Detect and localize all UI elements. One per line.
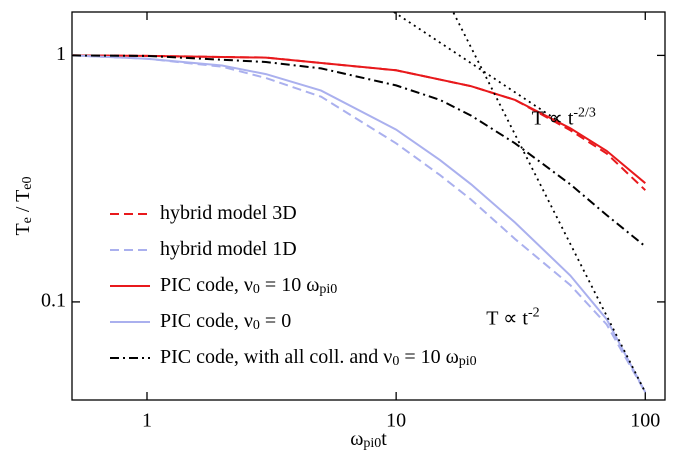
text-part: / T [12, 190, 34, 217]
text-part: hybrid model 1D [160, 238, 297, 260]
y-axis-label: Te / Te0 [12, 176, 36, 235]
script-text: pi0 [319, 282, 337, 297]
script-text: pi0 [363, 436, 381, 451]
text-part: = 0 [260, 310, 291, 332]
x-tick-label: 100 [630, 410, 660, 432]
script-text: 0 [253, 318, 260, 333]
plot-lines [72, 12, 647, 393]
legend-label: hybrid model 1D [160, 238, 297, 260]
series-line [72, 54, 647, 393]
x-axis-label: ωpi0t [350, 428, 387, 452]
legend-label: hybrid model 3D [160, 202, 297, 224]
text-part: PIC code, with all coll. and ν [160, 346, 392, 368]
script-text: -2 [528, 305, 540, 320]
text-part: T [12, 223, 34, 235]
text-part: T ∝ t [486, 307, 528, 329]
script-text: e [20, 217, 35, 223]
script-text: pi0 [459, 354, 477, 369]
script-text: 0 [253, 282, 260, 297]
x-tick-label: 10 [386, 410, 406, 432]
y-tick-label: 0.1 [41, 290, 66, 312]
series-line [72, 54, 646, 248]
series-line [452, 12, 647, 393]
text-part: PIC code, ν [160, 310, 253, 332]
text-part: hybrid model 3D [160, 202, 297, 224]
x-tick-label: 1 [142, 410, 152, 432]
series-line [72, 54, 647, 393]
annotation: T ∝ t-2/3 [532, 105, 596, 129]
y-tick-label: 1 [56, 43, 66, 65]
annotation: T ∝ t-2 [486, 305, 539, 329]
script-text: 0 [392, 354, 399, 369]
text-part: = 10 ω [260, 274, 319, 296]
legend-label: PIC code, ν0 = 10 ωpi0 [160, 274, 337, 298]
script-text: -2/3 [573, 105, 596, 120]
text-part: ω [350, 428, 363, 450]
plot-frame [71, 11, 666, 401]
text-part: PIC code, ν [160, 274, 253, 296]
legend-label: PIC code, with all coll. and ν0 = 10 ωpi… [160, 346, 477, 370]
text-part: T ∝ t [532, 107, 574, 129]
series-line [393, 12, 560, 123]
legend-label: PIC code, ν0 = 0 [160, 310, 291, 334]
series-line [72, 54, 646, 184]
script-text: e0 [20, 176, 35, 189]
text-part: = 10 ω [399, 346, 458, 368]
text-part: t [381, 428, 387, 450]
